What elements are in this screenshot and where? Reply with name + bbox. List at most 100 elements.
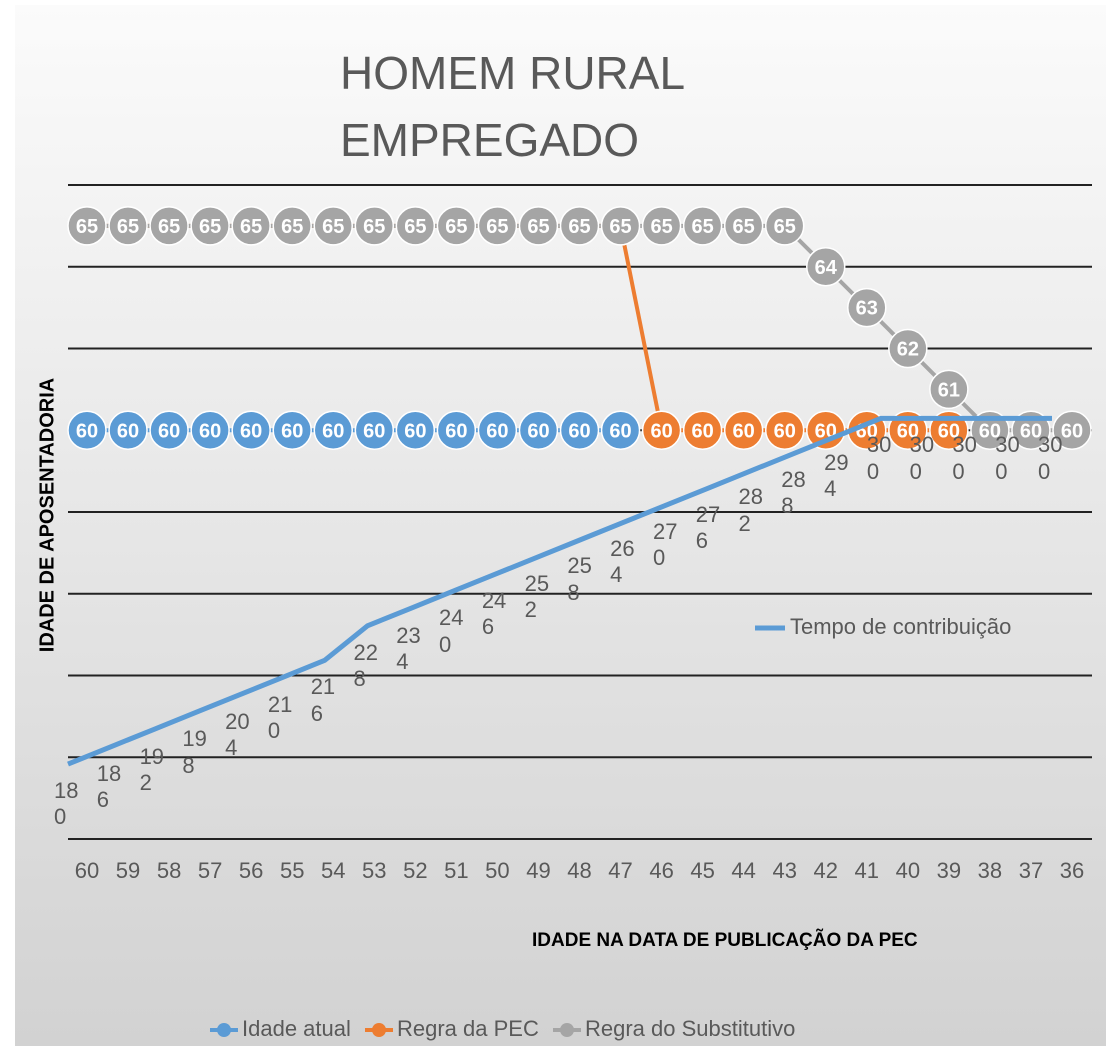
- data-point: [559, 410, 600, 450]
- data-point: [600, 410, 641, 450]
- data-label: 192: [139, 743, 165, 795]
- data-label: 60: [281, 420, 303, 442]
- x-tick-label: 53: [362, 858, 387, 883]
- data-label: 264: [610, 536, 635, 588]
- data-label: 234: [396, 622, 421, 674]
- data-point: [108, 206, 148, 246]
- x-tick-label: 49: [526, 858, 551, 883]
- data-label: 60: [404, 420, 426, 442]
- data-label: 60: [322, 420, 344, 442]
- data-point: [723, 410, 764, 450]
- data-label: 64: [815, 257, 838, 279]
- data-label: 204: [225, 708, 250, 761]
- data-point: [518, 410, 559, 450]
- data-point: [847, 287, 887, 328]
- data-label: 60: [76, 420, 98, 442]
- data-label: 60: [897, 420, 919, 442]
- data-point: [806, 247, 846, 287]
- data-label: 65: [445, 216, 467, 238]
- data-label: 60: [363, 420, 385, 442]
- x-axis-label: IDADE NA DATA DE PUBLICAÇÃO DA PEC: [532, 930, 918, 951]
- data-label: 65: [650, 216, 672, 238]
- x-tick-label: 39: [936, 858, 962, 883]
- data-point: [313, 410, 353, 450]
- legend-label: Regra do Substitutivo: [585, 1016, 796, 1041]
- x-tick-label: 60: [74, 858, 100, 883]
- data-point: [190, 206, 230, 246]
- data-label: 65: [117, 216, 139, 238]
- data-label: 282: [738, 484, 763, 536]
- series-line: [67, 415, 1052, 767]
- data-label: 228: [353, 639, 378, 692]
- data-point: [764, 410, 805, 450]
- data-label: 198: [182, 726, 207, 778]
- series-line: [87, 223, 1072, 433]
- x-tick-label: 42: [813, 858, 838, 883]
- legend-marker: [560, 1023, 574, 1037]
- data-label: 60: [650, 420, 672, 442]
- data-label: 300: [866, 432, 892, 484]
- x-tick-label: 41: [854, 858, 880, 883]
- data-point: [477, 206, 518, 246]
- x-tick-label: 43: [772, 858, 797, 883]
- legend-label: Regra da PEC: [397, 1016, 539, 1041]
- data-label: 60: [527, 420, 549, 442]
- data-label: 300: [909, 432, 935, 484]
- x-tick-label: 47: [608, 858, 633, 883]
- data-label: 65: [322, 216, 344, 238]
- data-label: 65: [527, 216, 549, 238]
- legend-marker: [217, 1023, 231, 1037]
- data-label: 60: [486, 420, 508, 442]
- data-label: 63: [856, 298, 878, 320]
- chart-title: HOMEM RURAL EMPREGADO: [340, 47, 684, 166]
- data-label: 65: [158, 216, 180, 238]
- data-point: [806, 410, 846, 450]
- x-tick-label: 58: [156, 858, 182, 883]
- data-point: [723, 206, 764, 246]
- x-tick-label: 55: [279, 858, 305, 883]
- data-label: 216: [310, 674, 336, 726]
- data-label: 65: [281, 216, 303, 238]
- data-point: [518, 206, 559, 246]
- data-label: 61: [938, 379, 960, 401]
- x-tick-label: 59: [115, 858, 141, 883]
- data-point: [231, 410, 271, 450]
- data-label: 60: [117, 420, 139, 442]
- x-tick-label: 51: [444, 858, 469, 883]
- data-point: [436, 410, 477, 450]
- legend-marker: [372, 1023, 386, 1037]
- data-label: 62: [897, 339, 919, 361]
- data-label: 186: [96, 760, 122, 813]
- data-label: 288: [781, 466, 806, 519]
- x-tick-label: 37: [1018, 858, 1044, 883]
- data-label: 65: [692, 216, 714, 238]
- data-label: 60: [979, 420, 1001, 442]
- data-label: 65: [774, 216, 796, 238]
- data-label: 65: [199, 216, 221, 238]
- data-label: 60: [1061, 420, 1083, 442]
- data-label: 180: [54, 778, 79, 830]
- data-point: [477, 410, 518, 450]
- legend-label: Tempo de contribuição: [790, 614, 1012, 639]
- data-point: [395, 410, 436, 450]
- data-label: 252: [524, 570, 550, 623]
- data-label: 60: [609, 420, 631, 442]
- data-label: 60: [158, 420, 180, 442]
- data-point: [231, 206, 271, 246]
- data-label: 210: [267, 691, 293, 744]
- legend-label: Idade atual: [242, 1016, 351, 1041]
- data-point: [272, 206, 312, 246]
- y-axis-label: IDADE DE APOSENTADORIA: [36, 377, 59, 653]
- data-label: 65: [568, 216, 590, 238]
- data-label: 65: [363, 216, 385, 238]
- x-tick-label: 38: [977, 858, 1003, 883]
- data-point: [190, 410, 230, 450]
- data-point: [354, 206, 395, 246]
- x-tick-label: 36: [1059, 858, 1085, 883]
- data-label: 60: [692, 420, 714, 442]
- x-tick-label: 48: [567, 858, 592, 883]
- data-point: [108, 410, 148, 450]
- data-point: [395, 206, 436, 246]
- data-label: 300: [1038, 432, 1063, 484]
